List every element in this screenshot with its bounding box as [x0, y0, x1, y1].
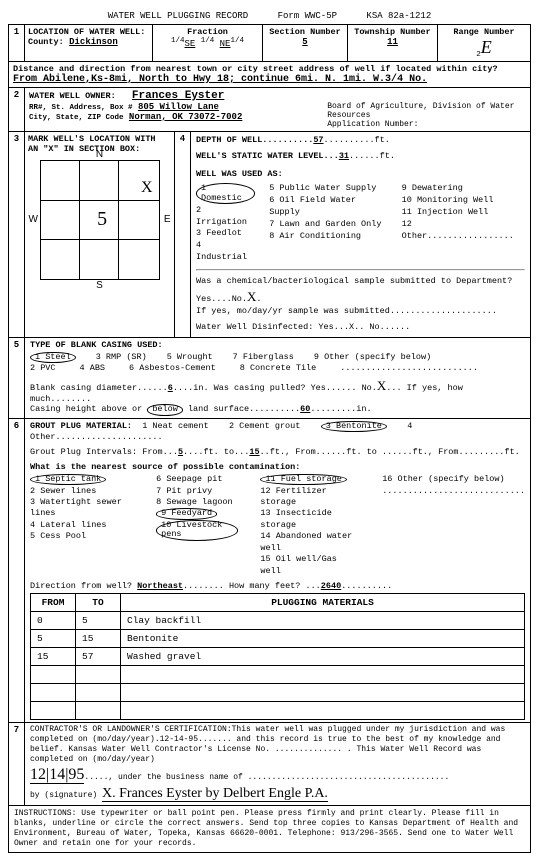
table-row: 05Clay backfill — [31, 612, 525, 630]
county-lbl: County: — [28, 37, 64, 47]
cont-col-2: 6 Seepage pit7 Pit privy8 Sewage lagoon9… — [156, 474, 238, 577]
ifyes-line: If yes, mo/day/yr sample was submitted..… — [196, 306, 525, 318]
diam-line: Blank casing diameter......6....in. Was … — [30, 378, 525, 404]
addr1: 805 Willow Lane — [138, 102, 219, 112]
section-val: 5 — [266, 37, 344, 47]
form-no: Form WWC-5P — [278, 11, 337, 21]
table-row — [31, 666, 525, 684]
source-lbl: What is the nearest source of possible c… — [30, 462, 525, 472]
grid-x: X — [141, 179, 153, 197]
county-val: Dickinson — [69, 37, 118, 47]
city-lbl: City, State, ZIP Code — [29, 114, 124, 122]
dir-line: Direction from well? Northeast........ H… — [30, 581, 525, 591]
casing-opt-steel: 1 Steel — [30, 352, 76, 363]
section-4-num: 4 — [175, 132, 191, 337]
used-lbl: WELL WAS USED AS: — [196, 169, 525, 181]
section-lbl: Section Number — [266, 27, 344, 37]
table-row: 515Bentonite — [31, 630, 525, 648]
table-row — [31, 684, 525, 702]
section-1-num: 1 — [9, 25, 25, 61]
height-line: Casing height above or below land surfac… — [30, 404, 525, 415]
depth-lbl: DEPTH OF WELL.......... — [196, 135, 313, 145]
form-page: 1 LOCATION OF WATER WELL: County: Dickin… — [8, 24, 531, 853]
instructions: INSTRUCTIONS: Use typewriter or ball poi… — [9, 805, 530, 852]
fraction-lbl: Fraction — [156, 27, 259, 37]
section-3-num: 3 — [9, 132, 25, 337]
township-lbl: Township Number — [351, 27, 434, 37]
township-val: 11 — [351, 37, 434, 47]
cert-text: CONTRACTOR'S OR LANDOWNER'S CERTIFICATIO… — [30, 725, 525, 765]
casing-heading: TYPE OF BLANK CASING USED: — [30, 340, 525, 350]
board: Board of Agriculture, Division of Water … — [327, 102, 526, 120]
sig-line: 12|14|95....., under the business name o… — [30, 765, 525, 803]
grid-five: 5 — [97, 208, 107, 231]
appnum: Application Number: — [327, 120, 526, 129]
chem-line: Was a chemical/bacteriological sample su… — [196, 276, 525, 306]
title: WATER WELL PLUGGING RECORD — [108, 11, 248, 21]
depth-val: 57 — [313, 135, 323, 145]
table-row — [31, 702, 525, 720]
use-col-2: 5 Public Water Supply6 Oil Field Water S… — [269, 183, 387, 264]
section-6-num: 6 — [9, 419, 25, 723]
loc-heading: LOCATION OF WATER WELL: — [28, 27, 149, 37]
mark-lbl1: MARK WELL'S LOCATION WITH — [28, 134, 171, 144]
cont-col-1: 1 Septic tank2 Sewer lines3 Watertight s… — [30, 474, 134, 577]
disinf-line: Water Well Disinfected: Yes...X.. No....… — [196, 322, 525, 334]
section-7-num: 7 — [9, 723, 25, 805]
use-col-3: 9 Dewatering10 Monitoring Well11 Injecti… — [402, 183, 525, 264]
fraction-val: 1/4SE 1/4 NE1/4 — [156, 37, 259, 49]
range-val: 2E — [441, 37, 527, 59]
static-val: 31 — [339, 151, 349, 161]
grout-heading: GROUT PLUG MATERIAL: 1 Neat cement 2 Cem… — [30, 421, 525, 442]
intervals-line: Grout Plug Intervals: From...5....ft. to… — [30, 447, 525, 457]
section-grid: N S W E 5 X — [40, 160, 160, 280]
table-row: 1557Washed gravel — [31, 648, 525, 666]
cont-col-3: 11 Fuel storage12 Fertilizer storage13 I… — [260, 474, 360, 577]
addr-lbl: RR#, St. Address, Box # — [29, 104, 133, 112]
use-col-1: 1 Domestic2 Irrigation3 Feedlot4 Industr… — [196, 183, 255, 264]
owner-heading: WATER WELL OWNER: — [29, 91, 116, 101]
static-lbl: WELL'S STATIC WATER LEVEL... — [196, 151, 339, 161]
ksa: KSA 82a-1212 — [366, 11, 431, 21]
plug-table: FROMTOPLUGGING MATERIALS 05Clay backfill… — [30, 593, 525, 720]
static-ft: ......ft. — [349, 151, 395, 161]
range-lbl: Range Number — [441, 27, 527, 37]
depth-ft: ..........ft. — [324, 135, 390, 145]
section-5-num: 5 — [9, 338, 25, 418]
cont-col-4: 16 Other (specify below)................… — [382, 474, 525, 577]
addr2: Norman, OK 73072-7002 — [129, 112, 242, 122]
owner-val: Frances Eyster — [132, 90, 224, 102]
section-2-num: 2 — [9, 88, 25, 131]
dist-lbl: Distance and direction from nearest town… — [13, 64, 526, 74]
form-header: WATER WELL PLUGGING RECORD Form WWC-5P K… — [8, 8, 531, 24]
dist-val: From Abilene,Ks-8mi, North to Hwy 18; co… — [13, 74, 526, 85]
